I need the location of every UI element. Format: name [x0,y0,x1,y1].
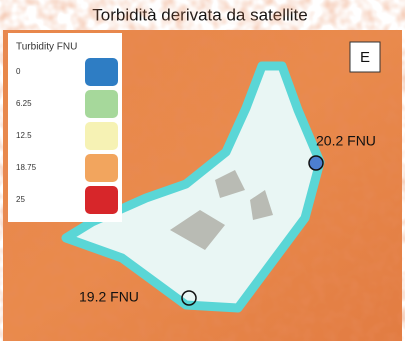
annotation-label: 19.2 FNU [79,289,139,305]
legend-label: 25 [16,195,25,204]
panel-label: E [360,49,370,66]
legend-swatch [85,122,118,150]
legend: Turbidity FNU 0 6.25 12.5 18.75 25 [8,33,122,222]
annotation-label: 20.2 FNU [316,133,376,149]
legend-label: 6.25 [16,99,32,108]
legend-label: 0 [16,67,21,76]
legend-swatch [85,186,118,214]
legend-swatch [85,90,118,118]
title: Torbidità derivata da satellite [92,5,307,24]
legend-label: 12.5 [16,131,32,140]
legend-swatch [85,58,118,86]
legend-title: Turbidity FNU [16,42,77,53]
legend-swatch [85,154,118,182]
marker [309,156,323,170]
legend-label: 18.75 [16,163,37,172]
screenshot: Torbidità derivata da satellite E Turbid… [0,0,405,341]
